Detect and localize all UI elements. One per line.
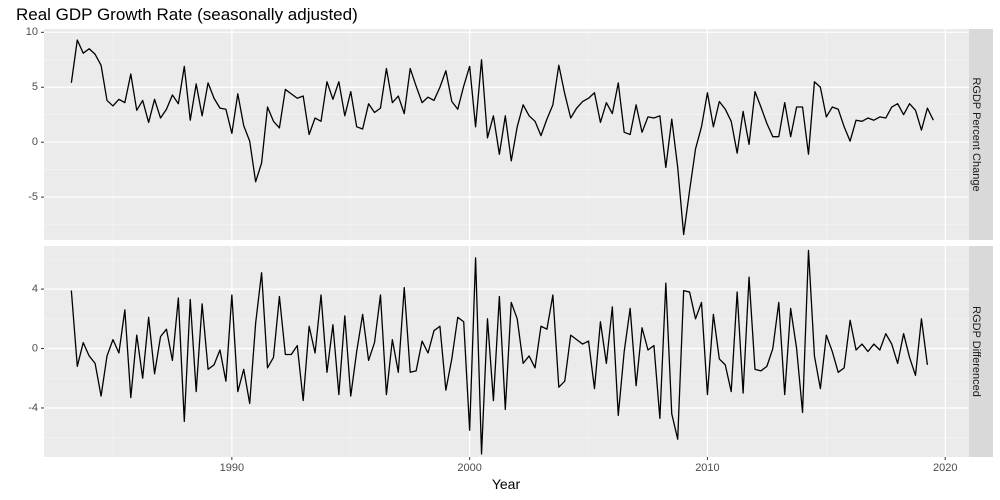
series-line-rgdp-differenced [70, 249, 929, 455]
series-line-rgdp-percent-change [70, 39, 934, 236]
x-axis-ticks: 1990 2000 2010 2020 [220, 457, 957, 474]
panel-bottom: -4 0 4 RGDP Differenced [28, 246, 993, 457]
y-tick-label: 0 [32, 342, 38, 354]
panel-top-y-ticks: -5 0 5 10 [26, 26, 44, 203]
x-tick-label: 1990 [220, 462, 244, 474]
strip-bottom [969, 246, 993, 457]
strip-label-bottom: RGDP Differenced [970, 306, 982, 397]
x-tick-label: 2020 [933, 462, 957, 474]
panel-bottom-background [44, 246, 969, 457]
strip-top [969, 29, 993, 240]
y-tick-label: -4 [28, 402, 38, 414]
panel-top: -5 0 5 10 RGDP Percent Change [26, 26, 993, 240]
y-tick-label: 10 [26, 26, 38, 38]
x-axis-title: Year [492, 476, 521, 492]
strip-label-top: RGDP Percent Change [970, 77, 982, 191]
x-tick-label: 2010 [695, 462, 719, 474]
y-tick-label: -5 [28, 191, 38, 203]
x-tick-label: 2000 [457, 462, 481, 474]
panel-bottom-y-ticks: -4 0 4 [28, 283, 44, 414]
y-tick-label: 0 [32, 136, 38, 148]
chart-title: Real GDP Growth Rate (seasonally adjuste… [16, 5, 358, 24]
y-tick-label: 5 [32, 81, 38, 93]
panel-top-background [44, 29, 969, 240]
y-tick-label: 4 [32, 283, 38, 295]
panel-top-grid [44, 29, 969, 240]
panel-bottom-grid [44, 246, 969, 457]
